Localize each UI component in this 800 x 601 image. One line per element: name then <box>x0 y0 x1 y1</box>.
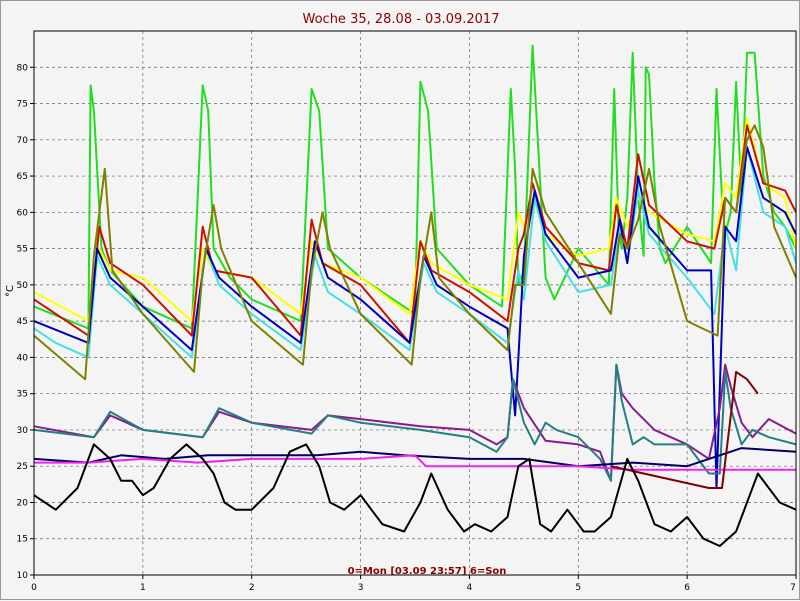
chart-title: Woche 35, 28.08 - 03.09.2017 <box>303 12 500 27</box>
grid <box>34 31 796 576</box>
y-tick-label: 65 <box>17 172 28 182</box>
series-group <box>33 44 797 547</box>
x-tick-label: 2 <box>249 583 255 593</box>
y-tick-label: 45 <box>17 317 28 327</box>
y-tick-label: 55 <box>17 245 28 255</box>
y-tick-label: 35 <box>17 390 28 400</box>
y-tick-label: 25 <box>17 462 28 472</box>
series-line-11 <box>610 370 759 489</box>
plot-frame <box>33 30 797 576</box>
y-tick-label: 30 <box>17 426 29 436</box>
series-line-6 <box>33 124 797 381</box>
series-line-2 <box>33 117 797 323</box>
y-axis-label: °C <box>5 285 16 297</box>
y-tick-label: 60 <box>17 208 29 218</box>
x-tick-label: 5 <box>575 583 581 593</box>
y-tick-label: 40 <box>17 353 29 363</box>
x-tick-label: 3 <box>358 583 364 593</box>
series-line-12 <box>33 443 797 547</box>
x-tick-label: 7 <box>790 583 796 593</box>
x-tick-label: 0 <box>31 583 37 593</box>
series-line-9 <box>33 447 797 468</box>
x-tick-label: 4 <box>467 583 473 593</box>
y-tick-label: 15 <box>17 535 28 545</box>
x-tick-label: 6 <box>684 583 690 593</box>
y-tick-label: 70 <box>17 136 29 146</box>
series-line-7 <box>33 363 797 482</box>
y-tick-label: 80 <box>17 63 29 73</box>
y-tick-label: 75 <box>17 100 28 110</box>
y-axis-ticks: 10 15 20 25 30 35 40 45 50 55 60 65 70 75 80 <box>17 63 34 581</box>
chart-footer: 0=Mon [03.09 23:57] 6=Son <box>348 566 507 577</box>
y-tick-label: 20 <box>17 498 29 508</box>
x-tick-label: 1 <box>140 583 146 593</box>
series-line-8 <box>33 363 797 482</box>
series-line-3 <box>33 124 797 344</box>
y-tick-label: 50 <box>17 281 29 291</box>
y-tick-label: 10 <box>17 571 29 581</box>
x-axis-ticks: 0 1 2 3 4 5 6 7 <box>31 575 797 593</box>
